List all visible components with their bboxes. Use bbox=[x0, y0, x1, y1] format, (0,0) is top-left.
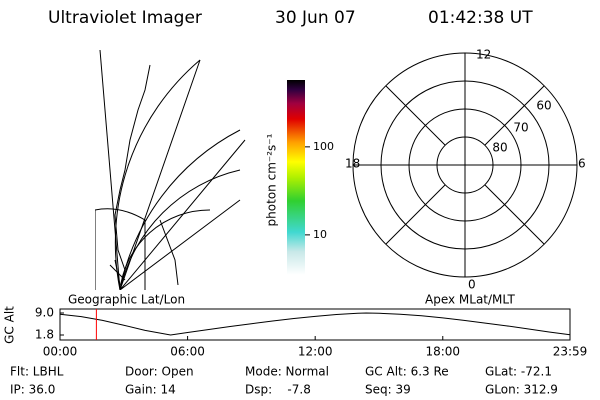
x-tick-label: 00:00 bbox=[43, 345, 78, 359]
ring-label: 60 bbox=[536, 99, 551, 113]
right-label: Apex MLat/MLT bbox=[425, 293, 515, 307]
polar-plot: 60 70 80 12 18 6 0 bbox=[345, 48, 586, 292]
info-text: IP: 36.0 bbox=[10, 383, 55, 397]
ring-label: 70 bbox=[513, 121, 528, 135]
x-tick-label: 06:00 bbox=[170, 345, 205, 359]
mlt-label: 18 bbox=[345, 157, 360, 171]
info-text: GLon: 312.9 bbox=[485, 383, 558, 397]
info-text: GLat: -72.1 bbox=[485, 365, 552, 379]
ring-label: 80 bbox=[492, 141, 507, 155]
header: Ultraviolet Imager 30 Jun 07 01:42:38 UT bbox=[48, 8, 533, 28]
x-tick-label: 18:00 bbox=[425, 345, 460, 359]
alt-line bbox=[59, 312, 571, 336]
info-text: Dsp: -7.8 bbox=[245, 383, 311, 397]
x-tick-label: 12:00 bbox=[298, 345, 333, 359]
date: 30 Jun 07 bbox=[275, 8, 356, 28]
mlt-label: 0 bbox=[468, 278, 476, 292]
geo-map bbox=[95, 49, 246, 290]
info-text: Flt: LBHL bbox=[10, 365, 64, 379]
x-tick-label: 23:59 bbox=[553, 345, 588, 359]
mlt-label: 6 bbox=[578, 157, 586, 171]
footer: Flt: LBHL Door: Open Mode: Normal GC Alt: 6… bbox=[10, 365, 558, 397]
colorbar-label: photon cm⁻²s⁻¹ bbox=[265, 133, 279, 226]
info-text: Door: Open bbox=[125, 365, 194, 379]
mlt-label: 12 bbox=[476, 48, 491, 62]
y-tick-label: 9.0 bbox=[35, 306, 54, 320]
info-text: GC Alt: 6.3 Re bbox=[365, 365, 449, 379]
info-text: Gain: 14 bbox=[125, 383, 176, 397]
colorbar-tick-label: 100 bbox=[313, 140, 334, 153]
info-text: Mode: Normal bbox=[245, 365, 329, 379]
title: Ultraviolet Imager bbox=[48, 8, 202, 28]
colorbar-tick-label: 10 bbox=[313, 228, 327, 241]
time: 01:42:38 UT bbox=[428, 8, 533, 28]
y-label: GC Alt bbox=[3, 306, 17, 344]
colorbar bbox=[287, 80, 305, 275]
y-tick-label: 1.8 bbox=[35, 328, 54, 342]
info-text: Seq: 39 bbox=[365, 383, 411, 397]
left-label: Geographic Lat/Lon bbox=[68, 293, 185, 307]
